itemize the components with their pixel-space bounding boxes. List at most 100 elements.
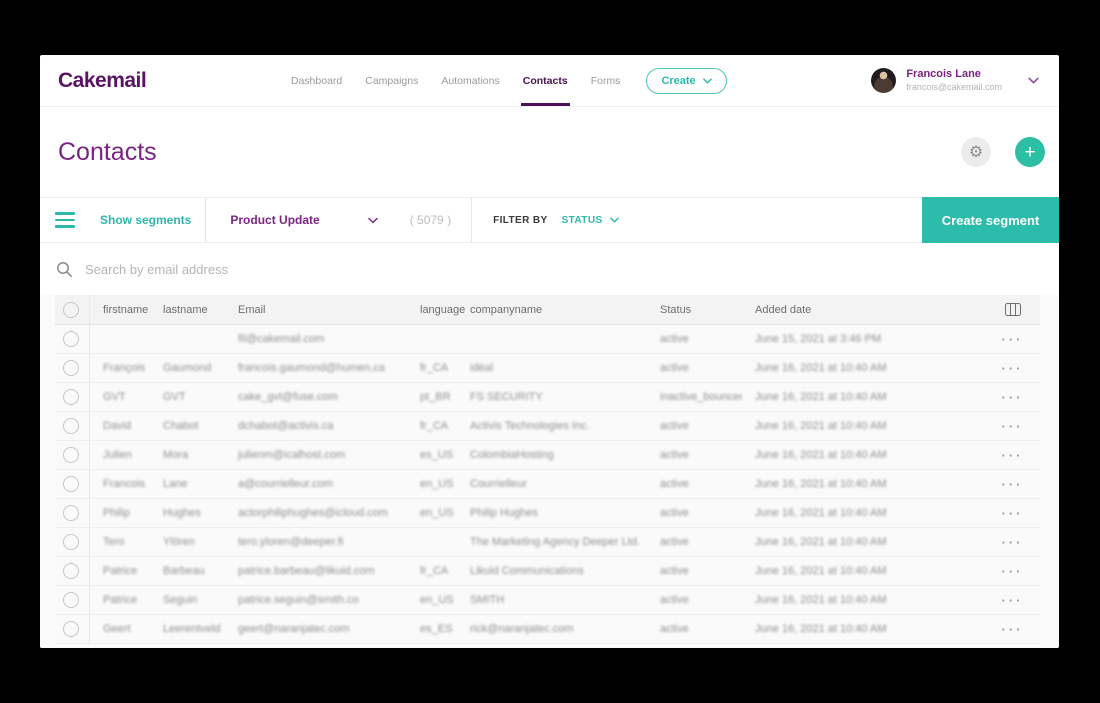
col-header-companyname[interactable]: companyname (470, 303, 543, 316)
cell-language: es_ES (420, 623, 453, 635)
cell-firstname: François (103, 362, 146, 374)
table-row[interactable]: fil@cakemail.com active June 15, 2021 at… (55, 325, 1040, 354)
cell-firstname: Geert (103, 623, 131, 635)
table-row[interactable]: GVT GVT cake_gvt@fuse.com pt_BR FS SECUR… (55, 383, 1040, 412)
row-menu-icon[interactable]: ··· (1001, 621, 1024, 637)
user-menu[interactable]: Francois Lane francois@cakemail.com (871, 68, 1039, 93)
table-row[interactable]: François Gaumond francois.gaumond@humen.… (55, 354, 1040, 383)
top-navigation-bar: Cakemail Dashboard Campaigns Automations… (40, 55, 1059, 107)
row-checkbox-cell (55, 354, 90, 382)
row-checkbox[interactable] (63, 389, 79, 405)
cell-companyname: FS SECURITY (470, 391, 543, 403)
nav-item-forms[interactable]: Forms (591, 55, 621, 106)
select-all-checkbox[interactable] (63, 301, 79, 318)
segment-name: Product Update (230, 213, 320, 227)
cell-added-date: June 16, 2021 at 10:40 AM (755, 420, 887, 432)
nav-item-automations[interactable]: Automations (441, 55, 499, 106)
cell-added-date: June 16, 2021 at 10:40 AM (755, 507, 887, 519)
show-segments-link[interactable]: Show segments (100, 213, 192, 227)
row-checkbox[interactable] (63, 505, 79, 521)
row-menu-icon[interactable]: ··· (1001, 476, 1024, 492)
header-actions-cell (985, 303, 1040, 316)
cell-lastname: Gaumond (163, 362, 212, 374)
cell-email: francois.gaumond@humen.ca (238, 362, 385, 374)
segments-toolbar: Show segments Product Update ( 5079 ) FI… (40, 197, 1059, 243)
cell-companyname: SMITH (470, 594, 505, 606)
cell-language: pt_BR (420, 391, 451, 403)
cell-lastname: Mora (163, 449, 189, 461)
row-menu-icon[interactable]: ··· (1001, 360, 1024, 376)
create-button[interactable]: Create (646, 67, 727, 94)
status-filter-dropdown[interactable]: STATUS (562, 215, 619, 226)
table-row[interactable]: Philip Hughes actorphiliphughes@icloud.c… (55, 499, 1040, 528)
cell-language: fr_CA (420, 565, 449, 577)
create-segment-button[interactable]: Create segment (922, 197, 1059, 243)
search-input[interactable] (85, 261, 505, 277)
columns-settings-icon[interactable] (1004, 303, 1021, 316)
settings-button[interactable]: ⚙ (961, 137, 991, 167)
table-row[interactable]: Tero Ylören tero.yloren@deeper.fi The Ma… (55, 528, 1040, 557)
table-row[interactable]: Patrice Barbeau patrice.barbeau@likuid.c… (55, 557, 1040, 586)
cell-status: inactive_bounced (660, 391, 742, 403)
row-checkbox-cell (55, 615, 90, 643)
col-header-email[interactable]: Email (238, 303, 266, 316)
segments-menu-icon[interactable] (55, 212, 75, 228)
col-header-added-date[interactable]: Added date (755, 303, 812, 316)
cell-firstname: Francois (103, 478, 146, 490)
row-menu-icon[interactable]: ··· (1001, 331, 1024, 347)
cell-email: geert@naranjatec.com (238, 623, 350, 635)
cell-language: en_US (420, 594, 454, 606)
cell-email: patrice.seguin@smith.co (238, 594, 359, 606)
row-checkbox[interactable] (63, 360, 79, 376)
row-checkbox[interactable] (63, 563, 79, 579)
cell-lastname: Chabot (163, 420, 199, 432)
row-menu-icon[interactable]: ··· (1001, 592, 1024, 608)
cakemail-logo[interactable]: Cakemail (58, 68, 147, 92)
cell-added-date: June 16, 2021 at 10:40 AM (755, 449, 887, 461)
nav-label: Automations (441, 74, 500, 87)
col-header-language[interactable]: language (420, 303, 466, 316)
row-menu-icon[interactable]: ··· (1001, 447, 1024, 463)
cell-status: active (660, 333, 689, 345)
row-checkbox[interactable] (63, 418, 79, 434)
row-menu-icon[interactable]: ··· (1001, 505, 1024, 521)
nav-item-dashboard[interactable]: Dashboard (291, 55, 342, 106)
contacts-table: firstname lastname Email language compan… (40, 295, 1059, 648)
row-actions-cell: ··· (985, 420, 1040, 433)
cell-companyname: The Marketing Agency Deeper Ltd. (470, 536, 640, 548)
row-menu-icon[interactable]: ··· (1001, 534, 1024, 550)
row-checkbox[interactable] (63, 534, 79, 550)
nav-item-contacts[interactable]: Contacts (520, 55, 570, 106)
cell-email: julienm@icalhost.com (238, 449, 346, 461)
table-row[interactable]: Geert Leerentveld geert@naranjatec.com e… (55, 615, 1040, 644)
divider (205, 198, 207, 242)
row-checkbox[interactable] (63, 447, 79, 463)
row-menu-icon[interactable]: ··· (1001, 418, 1024, 434)
table-row[interactable]: David Chabot dchabot@activis.ca fr_CA Ac… (55, 412, 1040, 441)
cell-firstname: GVT (103, 391, 126, 403)
row-menu-icon[interactable]: ··· (1001, 563, 1024, 579)
col-header-status[interactable]: Status (660, 303, 692, 316)
cell-status: active (660, 478, 689, 490)
cell-status: active (660, 449, 689, 461)
cell-firstname: Tero (103, 536, 125, 548)
user-email: francois@cakemail.com (906, 81, 1002, 92)
table-row[interactable]: Francois Lane a@courrielleur.com en_US C… (55, 470, 1040, 499)
add-contact-button[interactable]: + (1015, 137, 1045, 167)
row-checkbox[interactable] (63, 621, 79, 637)
cell-lastname: Hughes (163, 507, 201, 519)
row-checkbox[interactable] (63, 476, 79, 492)
cell-companyname: ColombiaHosting (470, 449, 554, 461)
row-checkbox[interactable] (63, 592, 79, 608)
col-header-firstname[interactable]: firstname (103, 303, 149, 316)
cell-lastname: Barbeau (163, 565, 205, 577)
table-row[interactable]: Julien Mora julienm@icalhost.com es_US C… (55, 441, 1040, 470)
table-row[interactable]: Patrice Seguin patrice.seguin@smith.co e… (55, 586, 1040, 615)
nav-item-campaigns[interactable]: Campaigns (365, 55, 418, 106)
col-header-lastname[interactable]: lastname (163, 303, 208, 316)
row-menu-icon[interactable]: ··· (1001, 389, 1024, 405)
status-filter-value: STATUS (561, 214, 603, 226)
segment-dropdown[interactable]: Product Update (230, 213, 378, 227)
nav-label: Campaigns (365, 74, 419, 87)
row-checkbox[interactable] (63, 331, 79, 347)
